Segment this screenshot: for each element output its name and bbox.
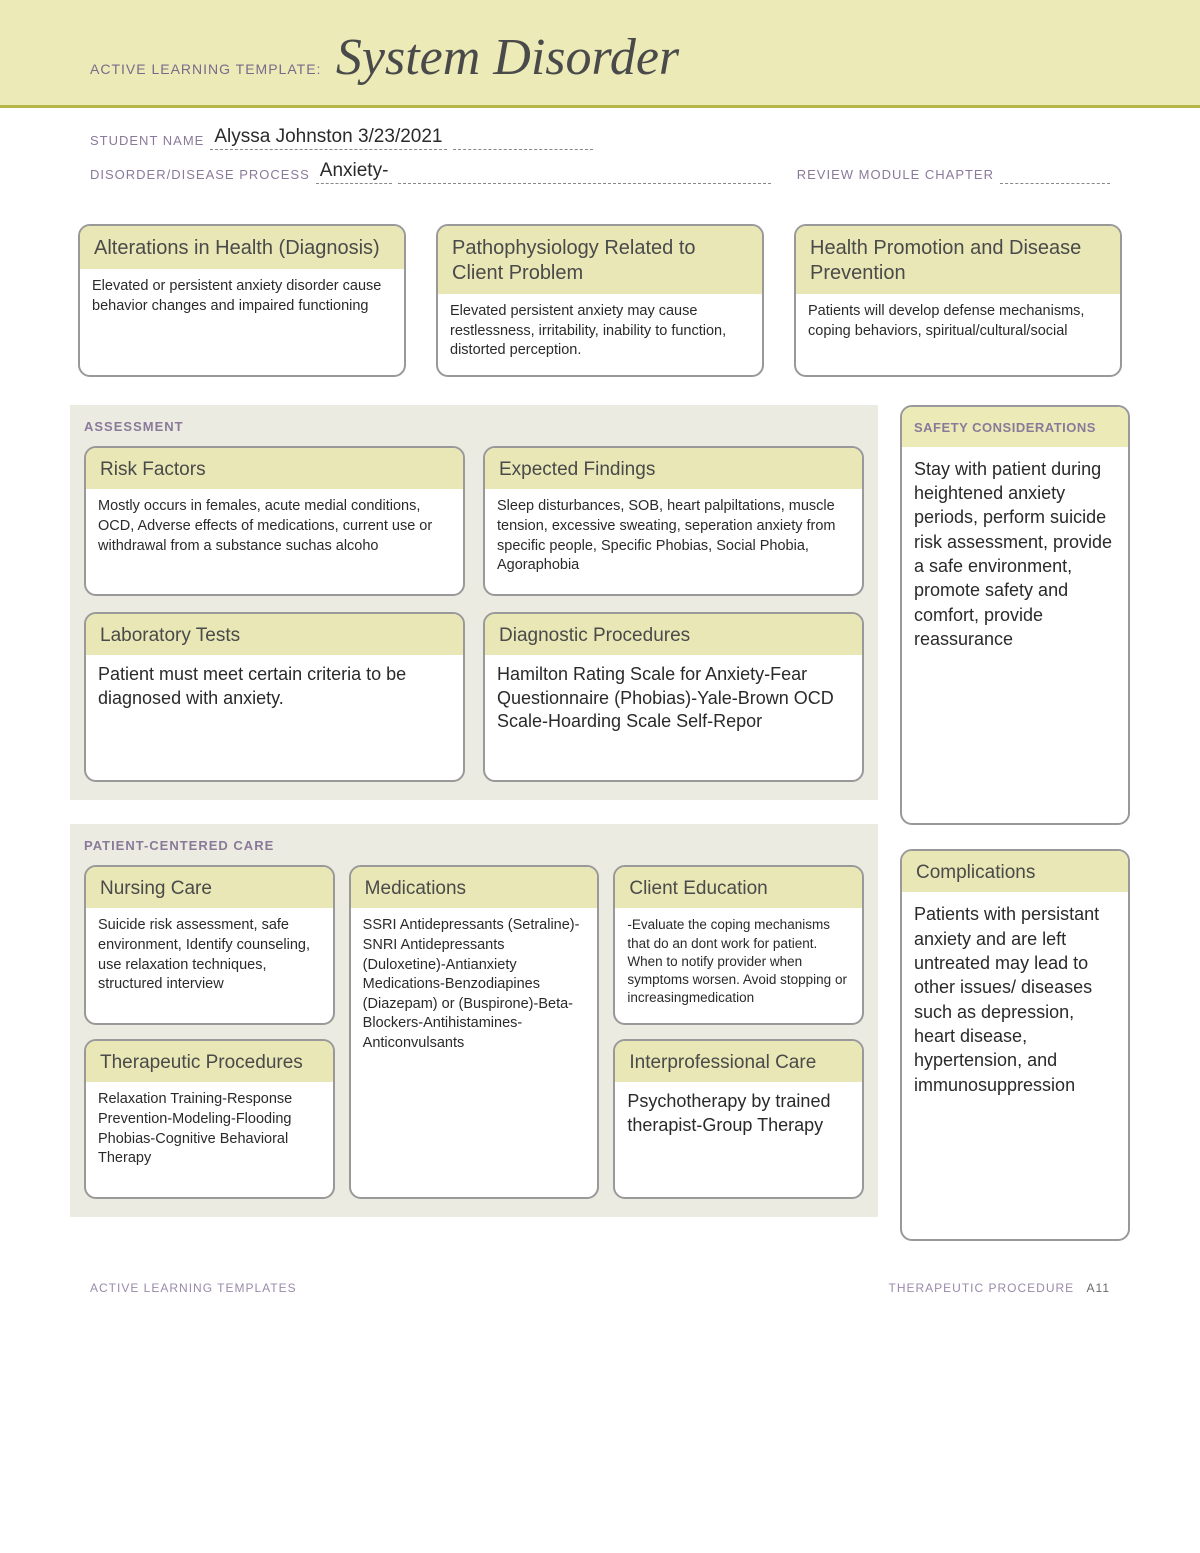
safety-body: Stay with patient during heightened anxi… <box>902 447 1128 665</box>
card-lab-tests: Laboratory Tests Patient must meet certa… <box>84 612 465 782</box>
footer: ACTIVE LEARNING TEMPLATES THERAPEUTIC PR… <box>0 1281 1200 1335</box>
card-client-ed: Client Education -Evaluate the coping me… <box>613 865 864 1025</box>
safety-slot: SAFETY CONSIDERATIONS Stay with patient … <box>900 405 1130 825</box>
card-diagnostic-body: Hamilton Rating Scale for Anxiety-Fear Q… <box>485 655 862 779</box>
card-alterations-title: Alterations in Health (Diagnosis) <box>80 226 404 269</box>
card-nursing: Nursing Care Suicide risk assessment, sa… <box>84 865 335 1025</box>
disorder-row: DISORDER/DISEASE PROCESS Anxiety- REVIEW… <box>90 160 1110 184</box>
complications-body: Patients with persistant anxiety and are… <box>902 892 1128 1110</box>
info-section: STUDENT NAME Alyssa Johnston 3/23/2021 D… <box>0 108 1200 204</box>
card-diagnostic-title: Diagnostic Procedures <box>485 614 862 656</box>
footer-right-text: THERAPEUTIC PROCEDURE <box>889 1281 1075 1295</box>
pcc-label: PATIENT-CENTERED CARE <box>84 838 864 853</box>
card-client-ed-body: -Evaluate the coping mechanisms that do … <box>615 908 862 1022</box>
assessment-row-1: Risk Factors Mostly occurs in females, a… <box>84 446 864 596</box>
disorder-blank <box>398 166 770 184</box>
main-grid: ASSESSMENT Risk Factors Mostly occurs in… <box>70 405 1130 1241</box>
card-therapeutic: Therapeutic Procedures Relaxation Traini… <box>84 1039 335 1199</box>
student-label: STUDENT NAME <box>90 133 204 150</box>
complications-slot: Complications Patients with persistant a… <box>900 849 1130 1241</box>
disorder-value: Anxiety- <box>316 160 393 184</box>
card-medications: Medications SSRI Antidepressants (Setral… <box>349 865 600 1199</box>
page: ACTIVE LEARNING TEMPLATE: System Disorde… <box>0 0 1200 1335</box>
card-expected-findings-title: Expected Findings <box>485 448 862 490</box>
card-interprofessional-body: Psychotherapy by trained therapist-Group… <box>615 1082 862 1196</box>
card-diagnostic: Diagnostic Procedures Hamilton Rating Sc… <box>483 612 864 782</box>
disorder-label: DISORDER/DISEASE PROCESS <box>90 167 310 184</box>
banner: ACTIVE LEARNING TEMPLATE: System Disorde… <box>0 0 1200 108</box>
footer-code: A11 <box>1087 1281 1110 1295</box>
card-risk-factors-title: Risk Factors <box>86 448 463 490</box>
pcc-row: Nursing Care Suicide risk assessment, sa… <box>84 865 864 1199</box>
banner-prefix: ACTIVE LEARNING TEMPLATE: <box>90 61 321 77</box>
assessment-row-2: Laboratory Tests Patient must meet certa… <box>84 612 864 782</box>
card-health-promotion-body: Patients will develop defense mechanisms… <box>796 294 1120 375</box>
right-column: SAFETY CONSIDERATIONS Stay with patient … <box>900 405 1130 1241</box>
card-lab-tests-title: Laboratory Tests <box>86 614 463 656</box>
card-expected-findings-body: Sleep disturbances, SOB, heart palpiltat… <box>485 489 862 593</box>
card-health-promotion-title: Health Promotion and Disease Prevention <box>796 226 1120 294</box>
card-risk-factors-body: Mostly occurs in females, acute medial c… <box>86 489 463 593</box>
review-blank <box>1000 166 1110 184</box>
left-column: ASSESSMENT Risk Factors Mostly occurs in… <box>70 405 878 1241</box>
card-alterations: Alterations in Health (Diagnosis) Elevat… <box>78 224 406 377</box>
card-pathophysiology-title: Pathophysiology Related to Client Proble… <box>438 226 762 294</box>
top-row: Alterations in Health (Diagnosis) Elevat… <box>70 224 1130 377</box>
complications-card: Complications Patients with persistant a… <box>900 849 1130 1241</box>
review-label: REVIEW MODULE CHAPTER <box>797 167 994 184</box>
card-alterations-body: Elevated or persistent anxiety disorder … <box>80 269 404 375</box>
banner-title: System Disorder <box>336 28 679 87</box>
footer-left: ACTIVE LEARNING TEMPLATES <box>90 1281 297 1295</box>
card-nursing-title: Nursing Care <box>86 867 333 909</box>
card-pathophysiology-body: Elevated persistent anxiety may cause re… <box>438 294 762 375</box>
student-row: STUDENT NAME Alyssa Johnston 3/23/2021 <box>90 126 1110 150</box>
card-medications-body: SSRI Antidepressants (Setraline)-SNRI An… <box>351 908 598 1196</box>
safety-card: SAFETY CONSIDERATIONS Stay with patient … <box>900 405 1130 825</box>
assessment-section: ASSESSMENT Risk Factors Mostly occurs in… <box>70 405 878 800</box>
student-blank <box>453 132 593 150</box>
card-health-promotion: Health Promotion and Disease Prevention … <box>794 224 1122 377</box>
pcc-section: PATIENT-CENTERED CARE Nursing Care Suici… <box>70 824 878 1217</box>
card-pathophysiology: Pathophysiology Related to Client Proble… <box>436 224 764 377</box>
safety-header: SAFETY CONSIDERATIONS <box>902 407 1128 447</box>
safety-label: SAFETY CONSIDERATIONS <box>914 419 1116 437</box>
complications-title: Complications <box>902 851 1128 893</box>
card-nursing-body: Suicide risk assessment, safe environmen… <box>86 908 333 1022</box>
footer-right: THERAPEUTIC PROCEDURE A11 <box>889 1281 1111 1295</box>
card-lab-tests-body: Patient must meet certain criteria to be… <box>86 655 463 779</box>
card-medications-title: Medications <box>351 867 598 909</box>
pcc-col-2: Medications SSRI Antidepressants (Setral… <box>349 865 600 1199</box>
card-therapeutic-title: Therapeutic Procedures <box>86 1041 333 1083</box>
card-interprofessional-title: Interprofessional Care <box>615 1041 862 1083</box>
pcc-col-3: Client Education -Evaluate the coping me… <box>613 865 864 1199</box>
assessment-label: ASSESSMENT <box>84 419 864 434</box>
card-interprofessional: Interprofessional Care Psychotherapy by … <box>613 1039 864 1199</box>
content: Alterations in Health (Diagnosis) Elevat… <box>0 204 1200 1281</box>
card-client-ed-title: Client Education <box>615 867 862 909</box>
pcc-col-1: Nursing Care Suicide risk assessment, sa… <box>84 865 335 1199</box>
student-value: Alyssa Johnston 3/23/2021 <box>210 126 446 150</box>
card-expected-findings: Expected Findings Sleep disturbances, SO… <box>483 446 864 596</box>
card-therapeutic-body: Relaxation Training-Response Prevention-… <box>86 1082 333 1196</box>
card-risk-factors: Risk Factors Mostly occurs in females, a… <box>84 446 465 596</box>
